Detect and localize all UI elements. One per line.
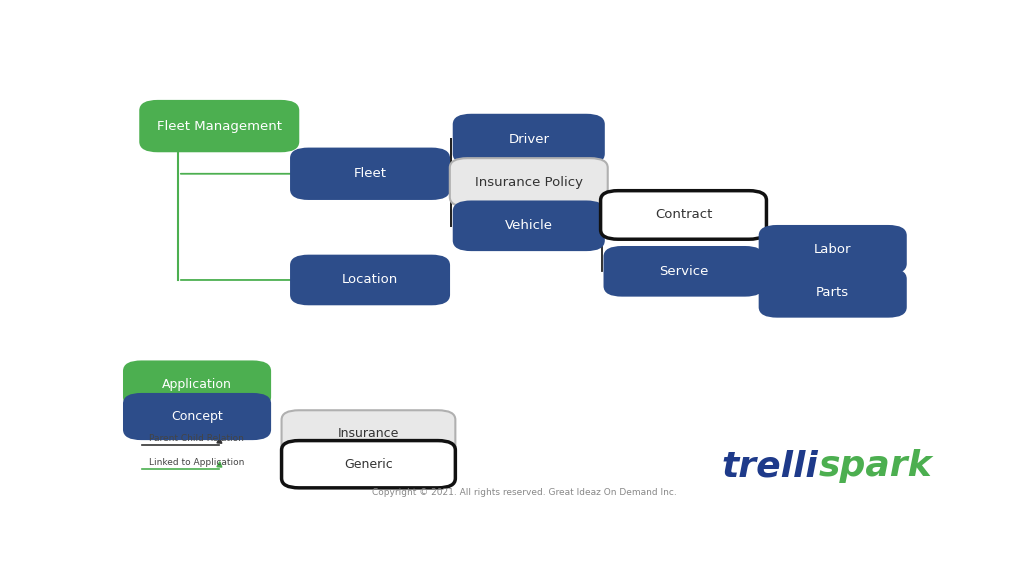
FancyBboxPatch shape [760,226,905,273]
Text: Insurance Policy: Insurance Policy [475,176,583,189]
Text: Parts: Parts [816,287,849,300]
Text: Location: Location [342,274,398,287]
Text: Vehicle: Vehicle [505,220,553,233]
FancyBboxPatch shape [454,202,604,250]
Text: Fleet: Fleet [353,167,386,180]
FancyBboxPatch shape [450,158,607,207]
Text: Linked to Application: Linked to Application [148,458,244,467]
Text: Parent Child Relation: Parent Child Relation [148,434,244,443]
FancyBboxPatch shape [124,394,270,439]
Text: Fleet Management: Fleet Management [157,119,282,132]
Text: Insurance: Insurance [338,427,399,440]
FancyBboxPatch shape [282,410,456,458]
Text: trelli: trelli [722,449,818,484]
FancyBboxPatch shape [291,149,449,199]
FancyBboxPatch shape [601,191,766,239]
Text: spark: spark [818,449,932,484]
FancyBboxPatch shape [454,115,604,163]
Text: Copyright © 2021. All rights reserved. Great Ideaz On Demand Inc.: Copyright © 2021. All rights reserved. G… [373,488,677,497]
FancyBboxPatch shape [282,441,456,488]
Text: Driver: Driver [508,133,549,146]
FancyBboxPatch shape [604,247,763,296]
FancyBboxPatch shape [291,256,449,304]
Text: Concept: Concept [171,410,223,423]
FancyBboxPatch shape [140,101,298,151]
Text: Service: Service [658,265,709,278]
Text: Contract: Contract [654,208,713,221]
Text: Labor: Labor [814,243,852,256]
FancyBboxPatch shape [760,269,905,316]
FancyBboxPatch shape [124,361,270,406]
Text: Generic: Generic [344,458,393,471]
Text: Application: Application [162,378,232,391]
